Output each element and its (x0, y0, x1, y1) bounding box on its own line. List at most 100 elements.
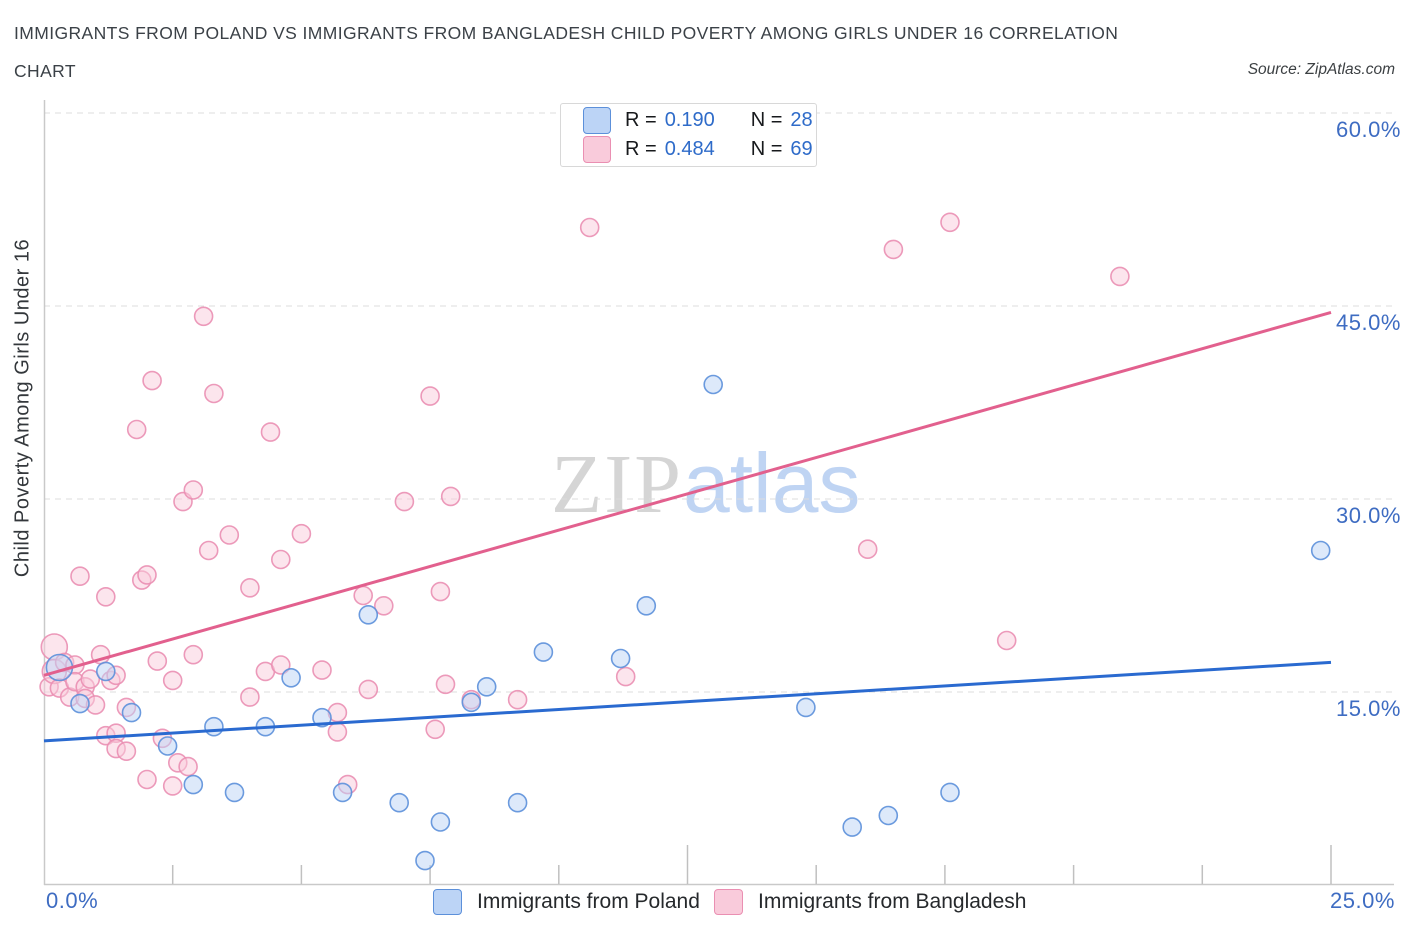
scatter-point-bangladesh[interactable] (996, 630, 1017, 651)
poland-legend-swatch (583, 107, 611, 135)
scatter-point-poland[interactable] (389, 792, 410, 813)
scatter-point-poland[interactable] (476, 676, 497, 697)
scatter-point-bangladesh[interactable] (137, 565, 157, 585)
bottom-legend-poland: Immigrants from Poland (433, 889, 700, 915)
scatter-point-poland[interactable] (430, 812, 451, 832)
scatter-point-bangladesh[interactable] (883, 239, 904, 260)
scatter-point-poland[interactable] (703, 374, 724, 395)
scatter-point-bangladesh[interactable] (420, 386, 440, 406)
scatter-point-bangladesh[interactable] (940, 212, 960, 233)
scatter-point-bangladesh[interactable] (857, 539, 878, 560)
scatter-point-poland[interactable] (358, 604, 379, 625)
scatter-point-poland[interactable] (507, 792, 528, 813)
scatter-point-poland[interactable] (224, 782, 245, 803)
scatter-point-poland[interactable] (636, 595, 657, 616)
scatter-point-poland[interactable] (183, 774, 204, 795)
scatter-point-bangladesh[interactable] (373, 595, 394, 616)
scatter-point-poland[interactable] (157, 736, 178, 756)
scatter-point-bangladesh[interactable] (270, 655, 291, 675)
x-tick-label-max: 25.0% (1330, 888, 1395, 913)
trend-line-poland (43, 660, 1332, 743)
n-label: N = (750, 109, 783, 132)
x-tick-label-min: 0.0% (46, 888, 99, 913)
y-tick-label-30: 30.0% (1336, 503, 1401, 528)
scatter-point-bangladesh[interactable] (204, 383, 224, 404)
scatter-point-bangladesh[interactable] (116, 741, 137, 762)
scatter-point-bangladesh[interactable] (142, 370, 162, 391)
scatter-point-bangladesh[interactable] (240, 577, 260, 598)
scatter-point-poland[interactable] (842, 817, 863, 837)
scatter-point-bangladesh[interactable] (1110, 266, 1130, 287)
scatter-point-poland[interactable] (121, 702, 142, 723)
page-title: IMMIGRANTS FROM POLAND VS IMMIGRANTS FRO… (14, 23, 1119, 43)
scatter-point-bangladesh[interactable] (183, 480, 204, 500)
r-label: R = (625, 109, 657, 132)
n-value-bangladesh: 69 (790, 137, 813, 160)
scatter-point-bangladesh[interactable] (219, 525, 240, 545)
n-value-poland: 28 (790, 109, 813, 132)
legend-row-poland: R = 0.190 N = 28 (583, 107, 816, 135)
scatter-point-poland[interactable] (281, 667, 301, 688)
scatter-point-bangladesh[interactable] (178, 756, 198, 777)
scatter-point-poland[interactable] (878, 805, 899, 826)
scatter-point-bangladesh[interactable] (270, 549, 291, 570)
scatter-point-bangladesh[interactable] (440, 486, 461, 507)
correlation-legend-box: R = 0.190 N = 28 R = 0.484 N = 69 (560, 103, 817, 167)
r-value-poland: 0.190 (664, 109, 715, 132)
scatter-point-poland[interactable] (461, 692, 482, 713)
y-tick-label-15: 15.0% (1336, 696, 1401, 721)
scatter-point-poland[interactable] (1310, 540, 1331, 561)
scatter-point-bangladesh[interactable] (425, 719, 446, 740)
bangladesh-series-label: Immigrants from Bangladesh (758, 890, 1027, 913)
scatter-point-bangladesh[interactable] (579, 217, 600, 238)
scatter-point-bangladesh[interactable] (126, 419, 147, 440)
scatter-point-bangladesh[interactable] (240, 687, 260, 707)
scatter-point-bangladesh[interactable] (327, 722, 348, 742)
page-title-line2: CHART (14, 61, 76, 81)
scatter-point-bangladesh[interactable] (291, 523, 312, 544)
r-label: R = (625, 137, 657, 160)
scatter-point-bangladesh[interactable] (193, 306, 214, 327)
scatter-point-bangladesh[interactable] (260, 422, 281, 442)
scatter-point-bangladesh[interactable] (96, 586, 116, 607)
n-label: N = (750, 137, 783, 160)
scatter-point-bangladesh[interactable] (353, 585, 374, 606)
scatter-point-bangladesh[interactable] (70, 566, 90, 587)
scatter-point-poland[interactable] (332, 782, 353, 803)
scatter-point-poland[interactable] (940, 782, 960, 803)
scatter-point-poland[interactable] (415, 850, 435, 871)
scatter-point-bangladesh[interactable] (162, 776, 183, 796)
scatter-point-bangladesh[interactable] (507, 689, 528, 710)
poland-series-swatch (433, 889, 462, 915)
scatter-point-bangladesh[interactable] (147, 651, 168, 671)
bangladesh-legend-swatch (583, 135, 611, 163)
scatter-point-bangladesh[interactable] (198, 540, 219, 561)
scatter-point-bangladesh[interactable] (394, 491, 415, 512)
y-axis-title: Child Poverty Among Girls Under 16 (11, 238, 34, 578)
scatter-point-poland[interactable] (70, 693, 90, 714)
source-credit: Source: ZipAtlas.com (1247, 61, 1395, 78)
scatter-point-bangladesh[interactable] (430, 581, 451, 602)
scatter-point-bangladesh[interactable] (312, 660, 332, 680)
y-tick-label-45: 45.0% (1336, 310, 1401, 335)
trend-line-bangladesh (43, 310, 1332, 677)
legend-row-bangladesh: R = 0.484 N = 69 (583, 135, 816, 163)
bottom-legend-bangladesh: Immigrants from Bangladesh (714, 889, 1026, 915)
scatter-point-bangladesh[interactable] (80, 669, 101, 689)
scatter-point-bangladesh[interactable] (137, 769, 157, 790)
scatter-point-poland[interactable] (796, 697, 816, 718)
scatter-point-bangladesh[interactable] (615, 666, 636, 687)
r-value-bangladesh: 0.484 (664, 137, 715, 160)
scatter-point-poland[interactable] (204, 716, 224, 737)
scatter-point-poland[interactable] (96, 661, 116, 682)
scatter-point-bangladesh[interactable] (162, 670, 183, 691)
scatter-point-bangladesh[interactable] (183, 644, 204, 665)
scatter-point-bangladesh[interactable] (435, 674, 456, 695)
scatter-point-bangladesh[interactable] (358, 679, 379, 700)
y-tick-label-60: 60.0% (1336, 117, 1401, 142)
scatter-point-poland[interactable] (610, 648, 631, 669)
bangladesh-series-swatch (714, 889, 743, 915)
scatter-point-poland[interactable] (533, 642, 554, 662)
